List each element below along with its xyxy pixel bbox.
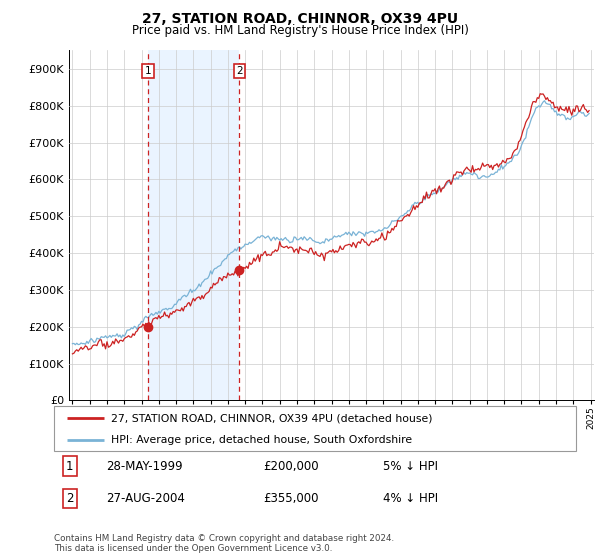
Text: Contains HM Land Registry data © Crown copyright and database right 2024.
This d: Contains HM Land Registry data © Crown c… bbox=[54, 534, 394, 553]
Text: Price paid vs. HM Land Registry's House Price Index (HPI): Price paid vs. HM Land Registry's House … bbox=[131, 24, 469, 36]
Text: 27, STATION ROAD, CHINNOR, OX39 4PU: 27, STATION ROAD, CHINNOR, OX39 4PU bbox=[142, 12, 458, 26]
Text: 27-AUG-2004: 27-AUG-2004 bbox=[106, 492, 185, 505]
Text: 27, STATION ROAD, CHINNOR, OX39 4PU (detached house): 27, STATION ROAD, CHINNOR, OX39 4PU (det… bbox=[112, 413, 433, 423]
Text: £200,000: £200,000 bbox=[263, 460, 319, 473]
Text: 2: 2 bbox=[236, 66, 242, 76]
Text: 1: 1 bbox=[66, 460, 73, 473]
Text: HPI: Average price, detached house, South Oxfordshire: HPI: Average price, detached house, Sout… bbox=[112, 435, 413, 445]
Text: 1: 1 bbox=[145, 66, 151, 76]
Bar bbox=[148, 50, 239, 400]
Text: 4% ↓ HPI: 4% ↓ HPI bbox=[383, 492, 438, 505]
Text: £355,000: £355,000 bbox=[263, 492, 319, 505]
Text: 2: 2 bbox=[66, 492, 73, 505]
Text: 28-MAY-1999: 28-MAY-1999 bbox=[106, 460, 183, 473]
Text: 5% ↓ HPI: 5% ↓ HPI bbox=[383, 460, 438, 473]
FancyBboxPatch shape bbox=[54, 406, 576, 451]
